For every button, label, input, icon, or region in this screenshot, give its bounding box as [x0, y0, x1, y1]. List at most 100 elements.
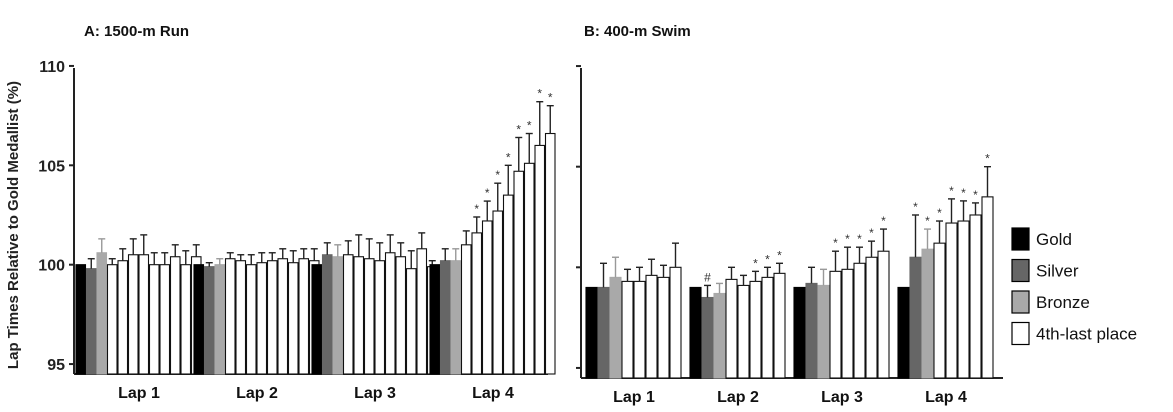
significance-marker: *	[961, 186, 966, 200]
significance-marker: *	[833, 236, 838, 250]
significance-marker: *	[537, 87, 542, 101]
bar	[969, 214, 982, 379]
bar	[384, 252, 396, 375]
y-tick-label: 110	[39, 59, 65, 76]
bar	[363, 258, 375, 375]
legend-label: Gold	[1036, 230, 1072, 249]
category-label: Lap 4	[925, 389, 967, 406]
significance-marker: *	[753, 256, 758, 270]
significance-marker: *	[506, 150, 511, 164]
bar	[534, 144, 546, 375]
significance-marker: *	[845, 232, 850, 246]
legend-swatch	[1011, 258, 1030, 283]
bar	[669, 266, 682, 379]
legend-swatch	[1011, 290, 1030, 314]
significance-marker: *	[949, 184, 954, 198]
bar	[85, 268, 97, 375]
bar	[298, 258, 310, 375]
bar	[981, 196, 994, 379]
bar	[374, 260, 386, 375]
bar	[773, 272, 786, 379]
bar	[235, 260, 247, 375]
significance-marker: *	[777, 248, 782, 262]
bar	[523, 162, 535, 375]
bar	[865, 256, 878, 379]
bar	[853, 262, 866, 379]
legend-label: Silver	[1036, 262, 1079, 281]
significance-marker: *	[516, 122, 521, 136]
bar	[713, 292, 726, 379]
bar	[245, 264, 257, 375]
category-label: Lap 1	[118, 385, 160, 402]
bar	[266, 260, 278, 375]
bar	[689, 286, 702, 379]
bar	[805, 282, 818, 379]
legend-label: 4th-last place	[1036, 325, 1137, 344]
y-axis-label: Lap Times Relative to Gold Medallist (%)	[5, 81, 22, 369]
bar	[841, 268, 854, 379]
significance-marker: *	[485, 186, 490, 200]
bar	[829, 270, 842, 379]
bar	[214, 264, 226, 375]
bar	[933, 242, 946, 379]
bar	[203, 266, 215, 375]
bar	[180, 264, 192, 375]
legend-swatch	[1011, 321, 1030, 346]
bar	[169, 256, 181, 375]
bar	[701, 296, 714, 379]
significance-marker: *	[985, 152, 990, 166]
bar	[909, 256, 922, 379]
bar	[460, 244, 472, 375]
category-label: Lap 2	[717, 389, 759, 406]
bar	[117, 260, 129, 375]
significance-marker: *	[913, 200, 918, 214]
bar	[957, 220, 970, 379]
bar	[513, 170, 525, 375]
panel-title: B: 400-m Swim	[584, 23, 691, 40]
bar	[224, 258, 236, 375]
bar	[597, 286, 610, 379]
bar	[492, 210, 504, 375]
bar	[921, 248, 934, 379]
bar	[277, 258, 289, 375]
bar	[332, 256, 344, 375]
bar	[817, 284, 830, 379]
bar	[761, 276, 774, 379]
bar	[439, 260, 451, 375]
bar	[657, 276, 670, 379]
bar	[395, 256, 407, 375]
bar	[127, 254, 139, 375]
bar	[793, 286, 806, 379]
panel-b: B: 400-m Swim Lap 1 # * * * Lap 2 * * * * * Lap 3 * * *…	[576, 23, 1003, 406]
category-label: Lap 1	[613, 389, 655, 406]
significance-marker: *	[973, 188, 978, 202]
panel-a: A: 1500-m Run 95 100 105 110 Lap 1 Lap 2 Lap 3 *…	[38, 23, 556, 402]
bar	[193, 264, 205, 375]
significance-marker: *	[527, 119, 532, 133]
bar	[148, 264, 160, 375]
bar	[544, 132, 556, 375]
significance-marker: #	[704, 270, 711, 284]
bar	[585, 286, 598, 379]
y-tick-label: 95	[47, 357, 65, 374]
category-label: Lap 2	[236, 385, 278, 402]
significance-marker: *	[548, 91, 553, 105]
bar	[737, 284, 750, 379]
bar	[287, 262, 299, 375]
bar	[502, 194, 514, 375]
bar	[749, 280, 762, 379]
bar	[106, 264, 118, 375]
bar	[159, 264, 171, 375]
significance-marker: *	[881, 214, 886, 228]
category-label: Lap 4	[472, 385, 514, 402]
significance-marker: *	[495, 168, 500, 182]
bar	[450, 260, 462, 375]
bar	[945, 222, 958, 379]
legend-swatch	[1011, 227, 1030, 251]
significance-marker: *	[765, 252, 770, 266]
bar	[471, 232, 483, 375]
significance-marker: *	[925, 214, 930, 228]
bar	[877, 250, 890, 379]
bar	[416, 248, 428, 375]
